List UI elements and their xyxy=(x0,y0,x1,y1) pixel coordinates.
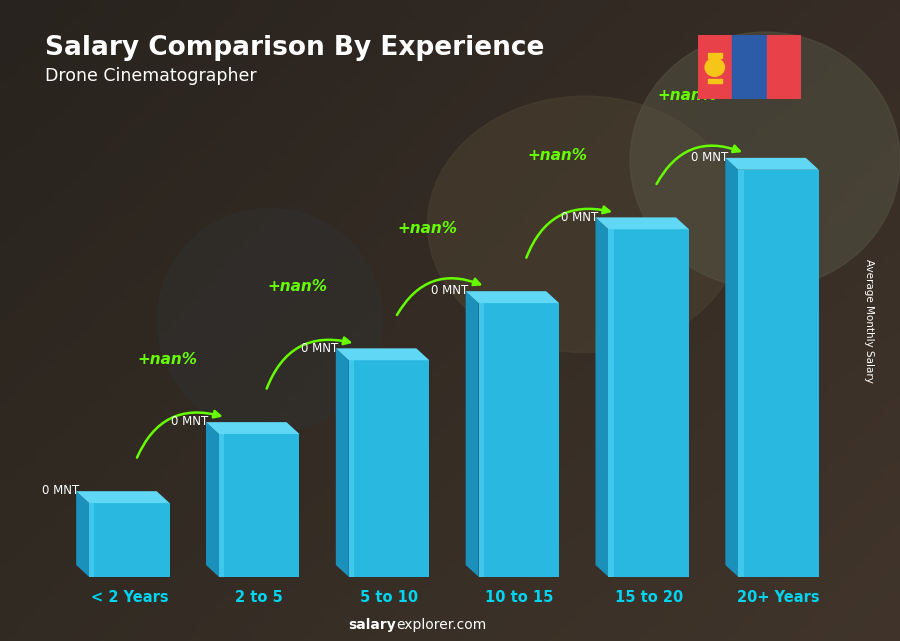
Polygon shape xyxy=(479,303,484,577)
Ellipse shape xyxy=(630,32,900,288)
Polygon shape xyxy=(76,491,89,577)
Polygon shape xyxy=(89,503,169,577)
Ellipse shape xyxy=(428,96,742,353)
FancyArrowPatch shape xyxy=(656,146,740,184)
Polygon shape xyxy=(596,217,689,229)
FancyArrowPatch shape xyxy=(526,206,609,258)
Polygon shape xyxy=(738,170,743,577)
FancyArrowPatch shape xyxy=(397,278,480,315)
Text: 0 MNT: 0 MNT xyxy=(431,285,468,297)
Polygon shape xyxy=(465,291,479,577)
Polygon shape xyxy=(219,434,224,577)
Text: +nan%: +nan% xyxy=(267,279,328,294)
Text: salary: salary xyxy=(348,618,396,632)
Bar xyxy=(707,79,722,83)
Text: 0 MNT: 0 MNT xyxy=(171,415,209,428)
Text: 0 MNT: 0 MNT xyxy=(561,211,599,224)
Text: 0 MNT: 0 MNT xyxy=(302,342,338,354)
Polygon shape xyxy=(349,360,429,577)
Text: +nan%: +nan% xyxy=(398,221,457,237)
Bar xyxy=(767,35,801,99)
Bar xyxy=(698,35,732,99)
Bar xyxy=(707,53,722,58)
Polygon shape xyxy=(465,291,559,303)
Text: Average Monthly Salary: Average Monthly Salary xyxy=(863,258,874,383)
Text: +nan%: +nan% xyxy=(657,88,717,103)
Polygon shape xyxy=(336,348,429,360)
Polygon shape xyxy=(479,303,559,577)
Polygon shape xyxy=(206,422,219,577)
Bar xyxy=(732,35,767,99)
Polygon shape xyxy=(219,434,300,577)
Polygon shape xyxy=(89,503,94,577)
FancyArrowPatch shape xyxy=(137,411,220,458)
Text: +nan%: +nan% xyxy=(527,147,587,163)
Polygon shape xyxy=(206,422,300,434)
Polygon shape xyxy=(725,158,738,577)
Text: Drone Cinematographer: Drone Cinematographer xyxy=(45,67,256,85)
FancyArrowPatch shape xyxy=(266,338,350,388)
Polygon shape xyxy=(738,170,819,577)
Polygon shape xyxy=(349,360,354,577)
Text: 0 MNT: 0 MNT xyxy=(41,485,79,497)
Text: explorer.com: explorer.com xyxy=(396,618,486,632)
Polygon shape xyxy=(596,217,608,577)
Text: 0 MNT: 0 MNT xyxy=(690,151,728,164)
Polygon shape xyxy=(608,229,689,577)
Ellipse shape xyxy=(158,208,382,433)
Text: Salary Comparison By Experience: Salary Comparison By Experience xyxy=(45,35,544,62)
Polygon shape xyxy=(725,158,819,170)
Polygon shape xyxy=(76,491,169,503)
Polygon shape xyxy=(608,229,614,577)
Text: +nan%: +nan% xyxy=(138,353,198,367)
Circle shape xyxy=(705,58,725,76)
Polygon shape xyxy=(336,348,349,577)
